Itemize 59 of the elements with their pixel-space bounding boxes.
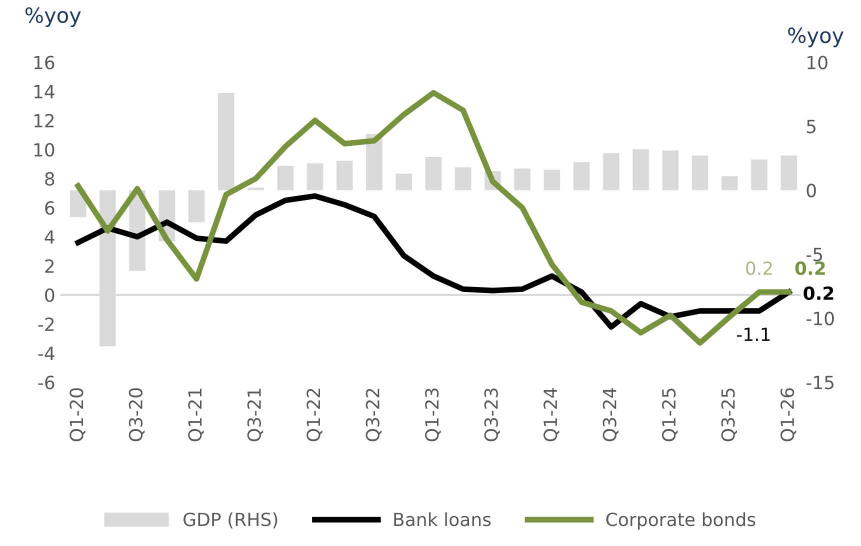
x-tick-label: Q3-21 — [247, 388, 264, 442]
bar — [336, 160, 353, 190]
y-tick-label: 10 — [34, 142, 54, 157]
y-tick-label: 6 — [45, 201, 54, 215]
y2-tick-label: 10 — [808, 56, 828, 70]
bar — [454, 167, 472, 190]
bar — [248, 188, 264, 190]
x-tick-label: Q3-24 — [602, 388, 618, 442]
bar — [396, 174, 412, 190]
y2-tick-label: -10 — [806, 312, 834, 326]
x-tick-label: Q1-26 — [780, 388, 796, 442]
bar — [306, 163, 324, 190]
x-tick-label: Q1-22 — [306, 388, 322, 442]
y2-tick-label: -5 — [806, 248, 822, 262]
y-tick-label: 16 — [34, 56, 54, 70]
y-tick-label: 14 — [34, 85, 54, 98]
y2-axis-title: %yoy — [788, 27, 844, 48]
y-tick-label: 12 — [34, 114, 54, 128]
legend-label: GDP (RHS) — [184, 512, 278, 528]
y-tick-label: -6 — [38, 376, 54, 390]
bar — [662, 150, 679, 190]
data-label: 0.2 — [795, 261, 825, 276]
x-tick-label: Q1-25 — [662, 388, 678, 442]
data-label: 0.2 — [804, 286, 834, 300]
y-tick-label: 2 — [45, 259, 54, 273]
bar — [277, 166, 294, 190]
bar — [218, 92, 234, 190]
bar — [632, 149, 649, 190]
bar — [722, 176, 738, 190]
y2-tick-label: -15 — [806, 376, 834, 390]
bar — [425, 156, 442, 190]
y-tick-label: 8 — [45, 172, 54, 186]
data-label: -1.1 — [736, 328, 770, 341]
x-tick-label: Q1-21 — [188, 388, 204, 442]
bar — [188, 190, 205, 222]
bar — [514, 168, 530, 190]
legend-label: Corporate bonds — [606, 512, 756, 530]
bar — [544, 170, 560, 190]
y-tick-label: -2 — [38, 317, 54, 331]
bar — [692, 156, 708, 190]
y2-tick-label: 5 — [806, 120, 816, 134]
x-tick-label: Q3-22 — [366, 388, 382, 442]
y-tick-label: 4 — [44, 230, 54, 244]
x-tick-label: Q3-25 — [721, 388, 737, 442]
data-label: 0.2 — [746, 261, 772, 276]
y-tick-label: 0 — [45, 288, 54, 302]
x-tick-label: Q3-23 — [484, 388, 500, 442]
y-axis-title: %yoy — [25, 7, 81, 28]
bar — [751, 160, 768, 190]
bar — [780, 156, 798, 190]
y-tick-label: -4 — [38, 346, 54, 360]
y2-tick-label: 0 — [806, 184, 816, 198]
bar — [603, 153, 620, 190]
x-tick-label: Q3-20 — [128, 388, 145, 442]
x-tick-label: Q1-20 — [70, 388, 86, 442]
x-tick-label: Q1-24 — [544, 388, 560, 442]
bar — [573, 162, 590, 190]
legend-label: Bank loans — [394, 512, 491, 526]
x-tick-label: Q1-23 — [425, 388, 441, 442]
